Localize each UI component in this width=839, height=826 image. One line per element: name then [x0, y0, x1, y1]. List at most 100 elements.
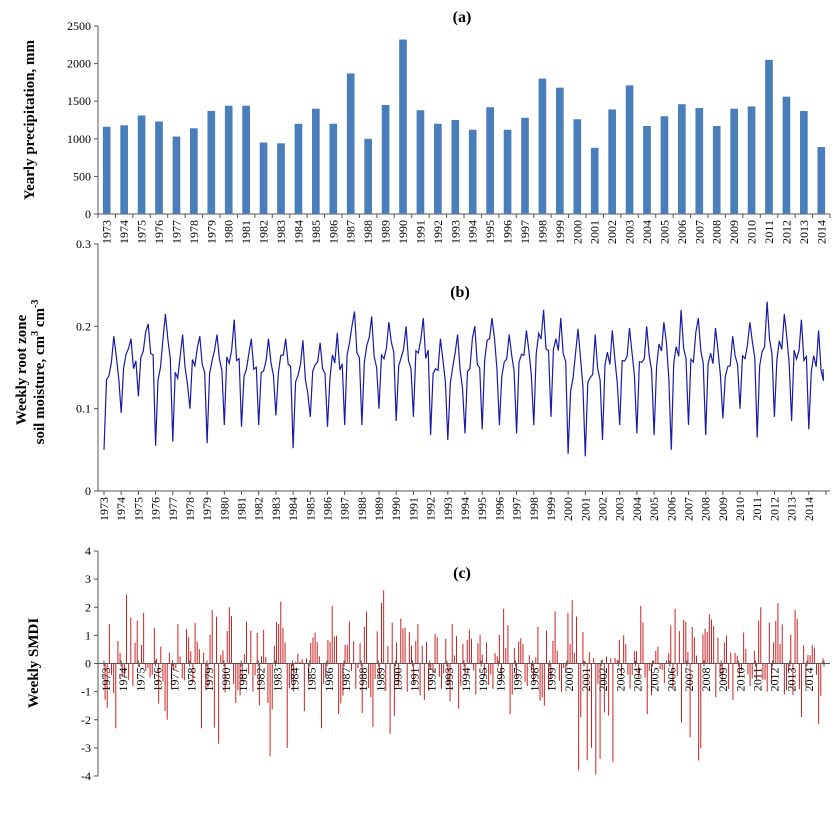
x-tick-label: 2010 — [733, 668, 747, 692]
bar-2010 — [747, 106, 756, 214]
x-tick-label: 1987 — [339, 668, 353, 692]
x-tick-label: 2004 — [640, 220, 654, 244]
x-tick-label: 1995 — [475, 497, 489, 521]
x-tick-label: 1990 — [390, 668, 404, 692]
x-tick-label: 1973 — [99, 668, 113, 692]
bar-2000 — [573, 119, 582, 214]
x-tick-label: 1988 — [361, 220, 375, 244]
x-tick-label: 1995 — [476, 668, 490, 692]
x-tick-label: 1996 — [492, 497, 506, 521]
x-tick-label: 1980 — [219, 668, 233, 692]
bar-1995 — [486, 107, 494, 214]
bar-2008 — [712, 126, 721, 214]
x-tick-label: 2012 — [779, 220, 793, 244]
x-tick-label: 1997 — [518, 220, 532, 244]
x-tick-label: 1975 — [131, 497, 145, 521]
x-tick-label: 1986 — [326, 220, 340, 244]
x-tick-label: 1978 — [187, 220, 201, 244]
x-tick-label: 1983 — [274, 220, 288, 244]
bar-1999 — [556, 87, 564, 214]
x-tick-label: 1990 — [396, 220, 410, 244]
x-tick-label: 1977 — [168, 668, 182, 692]
bar-1992 — [434, 123, 442, 214]
x-tick-label: 2007 — [682, 668, 696, 692]
bar-1982 — [259, 142, 268, 214]
x-tick-label: 1987 — [338, 497, 352, 521]
bar-2004 — [643, 126, 651, 214]
bar-1996 — [503, 129, 512, 214]
y-tick-label: 0 — [85, 657, 91, 671]
x-tick-label: 1985 — [309, 220, 323, 244]
x-tick-label: 2001 — [588, 220, 602, 244]
x-tick-label: 1979 — [202, 668, 216, 692]
panel-a-ylabel: Yearly precipitation, mm — [22, 39, 38, 200]
y-tick-label: 1 — [85, 628, 91, 642]
x-tick-label: 2010 — [733, 497, 747, 521]
x-tick-label: 1991 — [413, 220, 427, 244]
bar-2007 — [695, 107, 704, 214]
x-tick-label: 2007 — [681, 497, 695, 521]
bar-1980 — [224, 105, 233, 214]
x-tick-label: 2011 — [750, 497, 764, 521]
x-tick-label: 1978 — [183, 497, 197, 521]
y-tick-label: 1500 — [67, 94, 91, 108]
bar-1993 — [451, 120, 460, 214]
bar-1984 — [294, 123, 303, 214]
x-tick-label: 2009 — [716, 668, 730, 692]
x-tick-label: 2001 — [579, 668, 593, 692]
x-tick-label: 1976 — [149, 497, 163, 521]
x-tick-label: 1980 — [217, 497, 231, 521]
x-tick-label: 1977 — [166, 497, 180, 521]
x-tick-label: 1990 — [389, 497, 403, 521]
bar-1973 — [102, 126, 111, 214]
x-tick-label: 2004 — [630, 497, 644, 521]
x-tick-label: 1999 — [544, 497, 558, 521]
x-tick-label: 2008 — [699, 497, 713, 521]
bar-1990 — [399, 39, 407, 215]
panel-b-ylabel-line1: Weekly root zone — [14, 314, 30, 425]
y-tick-label: 0.2 — [76, 319, 91, 333]
x-tick-label: 1986 — [322, 668, 336, 692]
x-tick-label: 2012 — [768, 668, 782, 692]
x-tick-label: 2004 — [630, 668, 644, 692]
x-tick-label: 2011 — [750, 668, 764, 692]
x-tick-label: 2005 — [657, 220, 671, 244]
bar-1976 — [155, 121, 163, 214]
bar-1986 — [329, 123, 338, 214]
y-tick-label: 2000 — [67, 57, 91, 71]
x-tick-label: 1993 — [441, 497, 455, 521]
bar-1974 — [120, 125, 128, 214]
x-tick-label: 1999 — [553, 220, 567, 244]
x-tick-label: 2013 — [785, 497, 799, 521]
panel-c-title: (c) — [453, 565, 471, 582]
x-tick-label: 1983 — [270, 668, 284, 692]
x-tick-label: 1998 — [535, 220, 549, 244]
ylabel-sup: -3 — [30, 300, 41, 308]
x-tick-label: 2003 — [613, 668, 627, 692]
x-tick-label: 2000 — [561, 497, 575, 521]
bar-2014 — [817, 147, 826, 214]
y-tick-label: -4 — [81, 769, 91, 783]
x-tick-label: 1995 — [483, 220, 497, 244]
bar-2011 — [765, 59, 773, 215]
panel-b-ylabel-line2: soil moisture, cm3 cm-3 — [30, 300, 48, 445]
bar-2013 — [800, 110, 808, 214]
x-tick-label: 1984 — [291, 220, 305, 244]
y-tick-label: 500 — [73, 169, 91, 183]
x-tick-label: 2002 — [605, 220, 619, 244]
bar-1994 — [468, 129, 477, 214]
x-tick-label: 2001 — [578, 497, 592, 521]
x-tick-label: 1982 — [257, 220, 271, 244]
x-tick-label: 2002 — [596, 497, 610, 521]
x-tick-label: 2009 — [716, 497, 730, 521]
x-tick-label: 1999 — [545, 668, 559, 692]
bar-1998 — [538, 78, 547, 214]
y-tick-label: 4 — [85, 544, 91, 558]
x-tick-label: 1979 — [200, 497, 214, 521]
x-tick-label: 2013 — [797, 220, 811, 244]
y-tick-label: 2 — [85, 600, 91, 614]
x-tick-label: 2013 — [785, 668, 799, 692]
x-tick-label: 1974 — [114, 497, 128, 521]
x-tick-label: 1993 — [448, 220, 462, 244]
x-tick-label: 1997 — [510, 668, 524, 692]
